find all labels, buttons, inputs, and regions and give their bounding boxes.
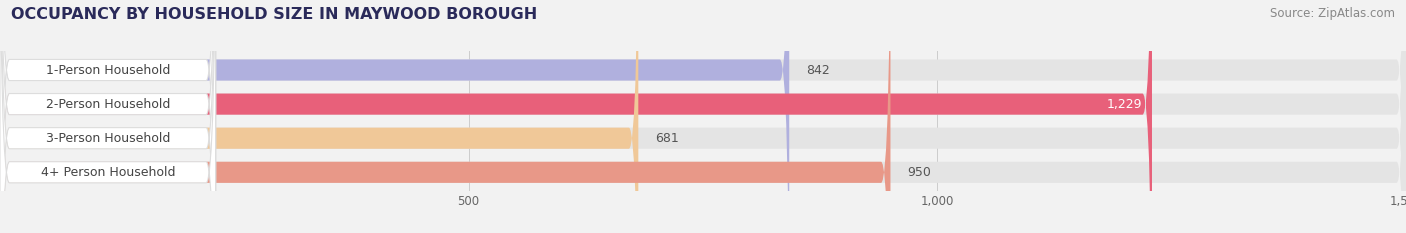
FancyBboxPatch shape (0, 0, 215, 233)
FancyBboxPatch shape (0, 0, 638, 233)
Text: 842: 842 (806, 64, 830, 76)
Text: OCCUPANCY BY HOUSEHOLD SIZE IN MAYWOOD BOROUGH: OCCUPANCY BY HOUSEHOLD SIZE IN MAYWOOD B… (11, 7, 537, 22)
Text: 1-Person Household: 1-Person Household (45, 64, 170, 76)
Text: 681: 681 (655, 132, 679, 145)
FancyBboxPatch shape (0, 0, 789, 233)
FancyBboxPatch shape (0, 0, 1152, 233)
Text: 2-Person Household: 2-Person Household (45, 98, 170, 111)
Text: 950: 950 (907, 166, 931, 179)
Text: 3-Person Household: 3-Person Household (45, 132, 170, 145)
Text: Source: ZipAtlas.com: Source: ZipAtlas.com (1270, 7, 1395, 20)
Text: 4+ Person Household: 4+ Person Household (41, 166, 174, 179)
FancyBboxPatch shape (0, 0, 890, 233)
FancyBboxPatch shape (0, 0, 215, 233)
FancyBboxPatch shape (0, 0, 215, 233)
FancyBboxPatch shape (0, 0, 215, 233)
Text: 1,229: 1,229 (1107, 98, 1143, 111)
